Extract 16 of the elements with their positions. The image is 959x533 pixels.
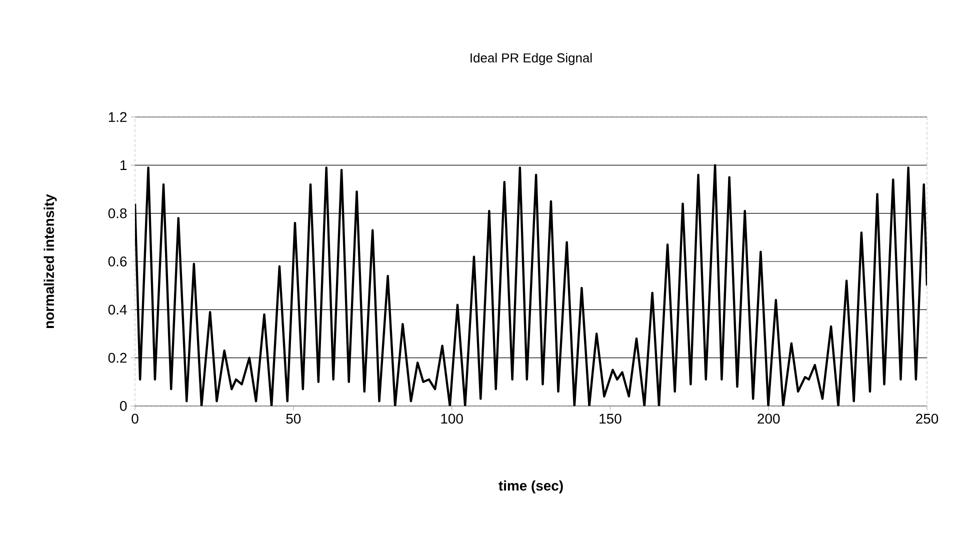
- y-tick-label: 0: [120, 401, 127, 411]
- x-tick-label: 0: [132, 414, 138, 424]
- y-tick-label: 0.4: [108, 304, 127, 315]
- x-tick-label: 150: [600, 414, 622, 424]
- x-tick-label: 100: [441, 414, 463, 424]
- x-axis-title: time (sec): [498, 480, 563, 494]
- x-tick-label: 250: [916, 414, 938, 424]
- chart-title: Ideal PR Edge Signal: [470, 52, 592, 66]
- y-tick-label: 1: [120, 160, 127, 170]
- y-tick-label: 1.2: [108, 112, 127, 122]
- x-tick-label: 200: [758, 414, 780, 424]
- x-tick-label: 50: [286, 414, 301, 424]
- y-tick-label: 0.2: [108, 352, 127, 363]
- y-axis-title: normalized intensity: [44, 194, 57, 328]
- y-tick-label: 0.6: [108, 256, 127, 266]
- y-tick-label: 0.8: [108, 208, 127, 218]
